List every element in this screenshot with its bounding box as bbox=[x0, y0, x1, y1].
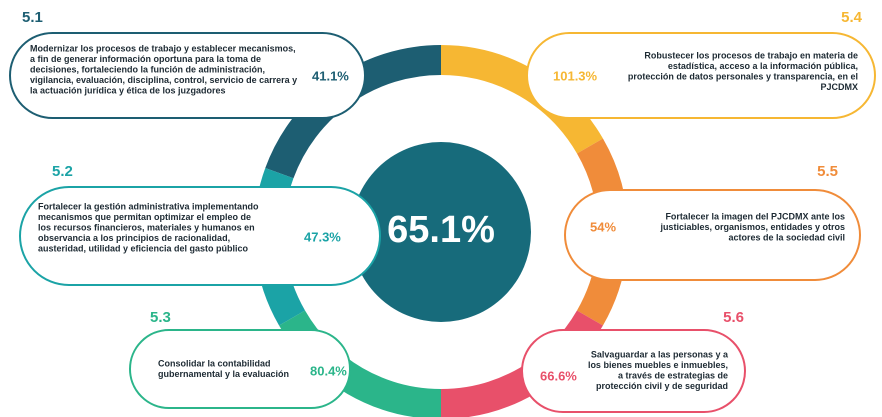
item-text: vigilancia, evaluación, disciplina, cont… bbox=[30, 75, 297, 85]
item-text: austeridad, utilidad y eficiencia del ga… bbox=[38, 243, 249, 253]
item-percent: 80.4% bbox=[310, 363, 347, 378]
item-text: gubernamental y la evaluación bbox=[158, 369, 289, 379]
item-text: observancia a los principios de racional… bbox=[38, 233, 230, 243]
item-text: justiciables, organismos, entidades y ot… bbox=[659, 222, 845, 232]
item-percent: 101.3% bbox=[553, 68, 598, 83]
center-circle bbox=[351, 142, 531, 322]
item-text: decisiones, fortaleciendo la función de … bbox=[30, 64, 265, 74]
item-box bbox=[9, 32, 366, 119]
item-text: actores de la sociedad civil bbox=[728, 232, 845, 242]
item-label: 5.5 bbox=[817, 163, 838, 180]
item-box bbox=[129, 329, 351, 409]
item-box bbox=[564, 189, 861, 281]
item-label: 5.1 bbox=[22, 9, 43, 26]
item-text: Salvaguardar a las personas y a bbox=[591, 349, 729, 359]
item-label: 5.3 bbox=[150, 309, 171, 326]
item-box bbox=[19, 186, 381, 286]
item-text: Fortalecer la imagen del PJCDMX ante los bbox=[665, 211, 845, 221]
item-label: 5.4 bbox=[841, 9, 863, 26]
item-text: a fin de generar información oportuna pa… bbox=[30, 54, 261, 64]
item-label: 5.6 bbox=[723, 309, 744, 326]
item-percent: 66.6% bbox=[540, 368, 577, 383]
item-percent: 54% bbox=[590, 219, 616, 234]
item-percent: 41.1% bbox=[312, 68, 349, 83]
item-text: los recursos financieros, materiales y h… bbox=[38, 222, 255, 232]
item-box bbox=[521, 329, 746, 413]
item-text: Fortalecer la gestión administrativa imp… bbox=[38, 201, 259, 211]
item-text: a través de estrategias de bbox=[618, 370, 728, 380]
item-text: Robustecer los procesos de trabajo en ma… bbox=[644, 50, 858, 60]
item-text: estadística, acceso a la información púb… bbox=[668, 61, 858, 71]
center-value: 65.1% bbox=[387, 209, 495, 251]
item-percent: 47.3% bbox=[304, 229, 341, 244]
item-text: protección civil y de seguridad bbox=[596, 381, 728, 391]
item-text: Consolidar la contabilidad bbox=[158, 358, 271, 368]
item-text: Modernizar los procesos de trabajo y est… bbox=[30, 43, 296, 53]
item-text: mecanismos que permitan optimizar el emp… bbox=[38, 212, 251, 222]
item-label: 5.2 bbox=[52, 163, 73, 180]
item-box bbox=[526, 32, 876, 119]
item-text: protección de datos personales y transpa… bbox=[628, 71, 858, 81]
item-text: PJCDMX bbox=[820, 82, 858, 92]
item-text: la actuación jurídica y ética de los juz… bbox=[30, 85, 226, 95]
item-text: los bienes muebles e inmuebles, bbox=[588, 360, 728, 370]
